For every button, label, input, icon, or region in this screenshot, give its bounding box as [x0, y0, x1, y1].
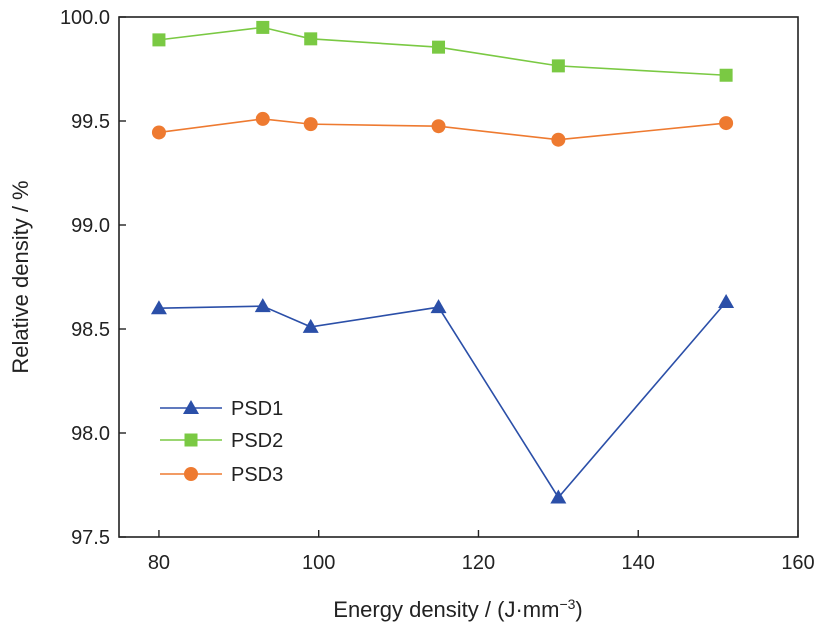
data-point-psd2 [304, 32, 318, 46]
x-axis-title-main: Energy density / (J·mm [333, 597, 559, 622]
axis-ticks: 80 100 120 140 160 97.5 98.0 98.5 99.0 99.5 100.0 [60, 7, 815, 574]
data-point-psd3 [255, 111, 270, 126]
data-point-psd3 [303, 117, 318, 132]
x-axis-title-superscript: −3 [559, 596, 575, 612]
data-point-psd3 [151, 125, 166, 140]
data-point-psd2 [432, 40, 446, 54]
data-point-psd3 [551, 132, 566, 147]
y-tick-label: 97.5 [71, 527, 110, 549]
data-point-psd2 [719, 68, 733, 82]
x-tick-label: 100 [302, 552, 335, 574]
plot-frame [118, 16, 799, 538]
legend-marker-psd2 [184, 433, 198, 447]
x-tick-label: 160 [781, 552, 814, 574]
y-tick-label: 99.0 [71, 215, 110, 237]
data-point-psd2 [152, 33, 166, 47]
data-point-psd1 [430, 299, 447, 314]
data-point-psd3 [719, 116, 734, 131]
data-point-psd2 [551, 59, 565, 73]
y-axis-title: Relative density / % [8, 180, 33, 373]
x-tick-label: 140 [622, 552, 655, 574]
series-line-psd1 [158, 301, 727, 499]
data-point-psd1 [718, 293, 735, 308]
y-tick-label: 100.0 [60, 7, 110, 29]
legend-label-psd3: PSD3 [231, 464, 283, 486]
series-line-psd2 [158, 26, 727, 77]
legend-marker-psd3 [184, 467, 198, 481]
series-lines [158, 26, 727, 499]
data-point-psd1 [302, 318, 319, 333]
data-point-psd1 [254, 298, 271, 313]
data-point-psd3 [431, 119, 446, 134]
legend-label-psd2: PSD2 [231, 430, 283, 452]
legend-marker-psd1 [183, 400, 199, 414]
x-tick-label: 120 [462, 552, 495, 574]
y-tick-label: 98.5 [71, 319, 110, 341]
legend-label-psd1: PSD1 [231, 398, 283, 420]
x-axis-title-close: ) [575, 597, 582, 622]
y-tick-label: 98.0 [71, 423, 110, 445]
series-line-psd3 [158, 118, 727, 141]
data-point-psd2 [256, 20, 270, 34]
y-tick-label: 99.5 [71, 111, 110, 133]
x-tick-label: 80 [148, 552, 170, 574]
data-point-psd1 [150, 300, 167, 315]
legend: PSD1 PSD2 PSD3 [160, 398, 283, 486]
data-point-psd1 [550, 489, 567, 504]
x-axis-title: Energy density / (J·mm−3) [333, 596, 582, 622]
series-markers [150, 20, 735, 504]
